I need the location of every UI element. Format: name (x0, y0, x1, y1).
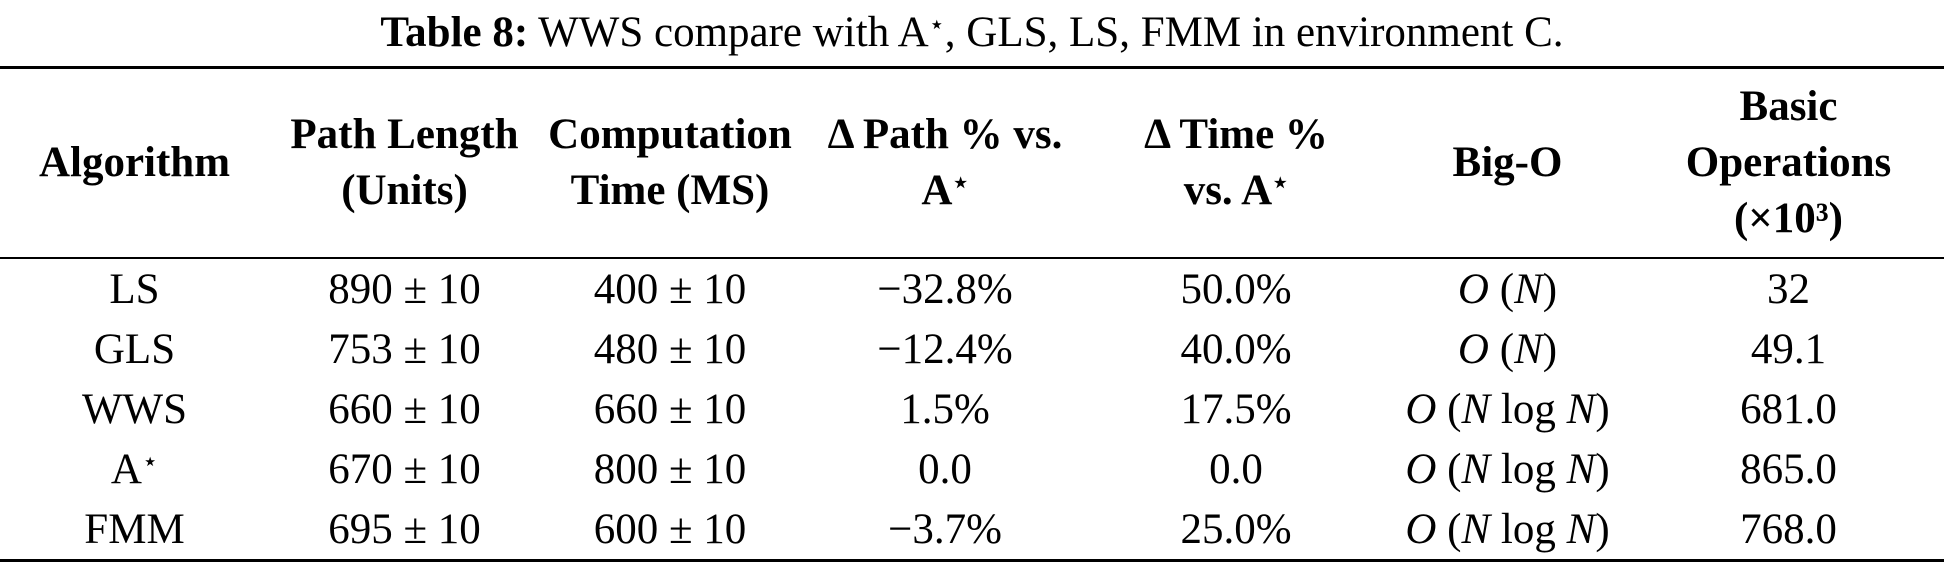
cell-computation-time: 400 ± 10 (593, 265, 747, 313)
results-table: Algorithm Path Length (Units) Computatio… (0, 66, 1944, 562)
cell-delta-path: −12.4% (877, 325, 1013, 373)
cell-algorithm: FMM (84, 505, 185, 553)
figure-table-8: Table 8: WWS compare with A⋆, GLS, LS, F… (0, 4, 1944, 562)
cell-path-length: 890 ± 10 (328, 265, 481, 313)
cell-big-o: O (N log N) (1405, 385, 1610, 433)
cell-computation-time: 660 ± 10 (593, 385, 747, 433)
col-header-basic-operations: Basic Operations (×10³) (1685, 83, 1892, 242)
table-row: A⋆ 670 ± 10 800 ± 10 0.0 0.0 O (N log N) 865.0 (0, 439, 1944, 499)
cell-big-o: O (N) (1457, 325, 1558, 373)
cell-computation-time: 480 ± 10 (593, 325, 747, 373)
caption-label: Table 8: (380, 9, 529, 56)
cell-big-o: O (N log N) (1405, 445, 1610, 493)
col-header-algorithm: Algorithm (38, 139, 231, 186)
cell-basic-operations: 865.0 (1740, 445, 1837, 493)
cell-algorithm: WWS (81, 385, 188, 433)
col-header-computation-time: Computation Time (MS) (548, 111, 792, 214)
cell-delta-path: −32.8% (877, 265, 1013, 313)
cell-basic-operations: 768.0 (1740, 505, 1837, 553)
cell-delta-path: −3.7% (888, 505, 1002, 553)
col-header-delta-time: Δ Time % vs. A⋆ (1144, 111, 1328, 214)
cell-path-length: 753 ± 10 (328, 325, 481, 373)
cell-delta-time: 50.0% (1180, 265, 1292, 313)
cell-computation-time: 600 ± 10 (593, 505, 747, 553)
cell-basic-operations: 681.0 (1740, 385, 1837, 433)
cell-path-length: 695 ± 10 (328, 505, 481, 553)
col-header-delta-path: Δ Path % vs. A⋆ (827, 111, 1063, 214)
header-row: Algorithm Path Length (Units) Computatio… (0, 68, 1944, 258)
table-caption: Table 8: WWS compare with A⋆, GLS, LS, F… (0, 4, 1944, 62)
cell-basic-operations: 32 (1767, 265, 1810, 313)
table-row: WWS 660 ± 10 660 ± 10 1.5% 17.5% O (N log N) 6… (0, 379, 1944, 439)
cell-big-o: O (N log N) (1405, 505, 1610, 553)
cell-delta-time: 25.0% (1180, 505, 1292, 553)
cell-delta-time: 0.0 (1209, 445, 1263, 493)
table-row: FMM 695 ± 10 600 ± 10 −3.7% 25.0% O (N log N)… (0, 499, 1944, 561)
cell-big-o: O (N) (1457, 265, 1558, 313)
cell-basic-operations: 49.1 (1750, 325, 1827, 373)
col-header-big-o: Big-O (1452, 139, 1563, 186)
table-row: GLS 753 ± 10 480 ± 10 −12.4% 40.0% O (N) 49.1 (0, 319, 1944, 379)
cell-delta-path: 0.0 (918, 445, 972, 493)
table-body: LS 890 ± 10 400 ± 10 −32.8% 50.0% O (N) 32 GLS 7… (0, 258, 1944, 561)
cell-algorithm: GLS (93, 325, 176, 373)
col-header-path-length: Path Length (Units) (290, 111, 519, 214)
cell-path-length: 670 ± 10 (328, 445, 481, 493)
cell-algorithm: A⋆ (110, 445, 159, 493)
cell-computation-time: 800 ± 10 (593, 445, 747, 493)
cell-delta-path: 1.5% (900, 385, 990, 433)
cell-path-length: 660 ± 10 (328, 385, 481, 433)
cell-algorithm: LS (109, 265, 160, 313)
caption-text: WWS compare with A⋆, GLS, LS, FMM in env… (528, 9, 1564, 56)
cell-delta-time: 40.0% (1180, 325, 1292, 373)
cell-delta-time: 17.5% (1180, 385, 1292, 433)
table-row: LS 890 ± 10 400 ± 10 −32.8% 50.0% O (N) 32 (0, 258, 1944, 319)
